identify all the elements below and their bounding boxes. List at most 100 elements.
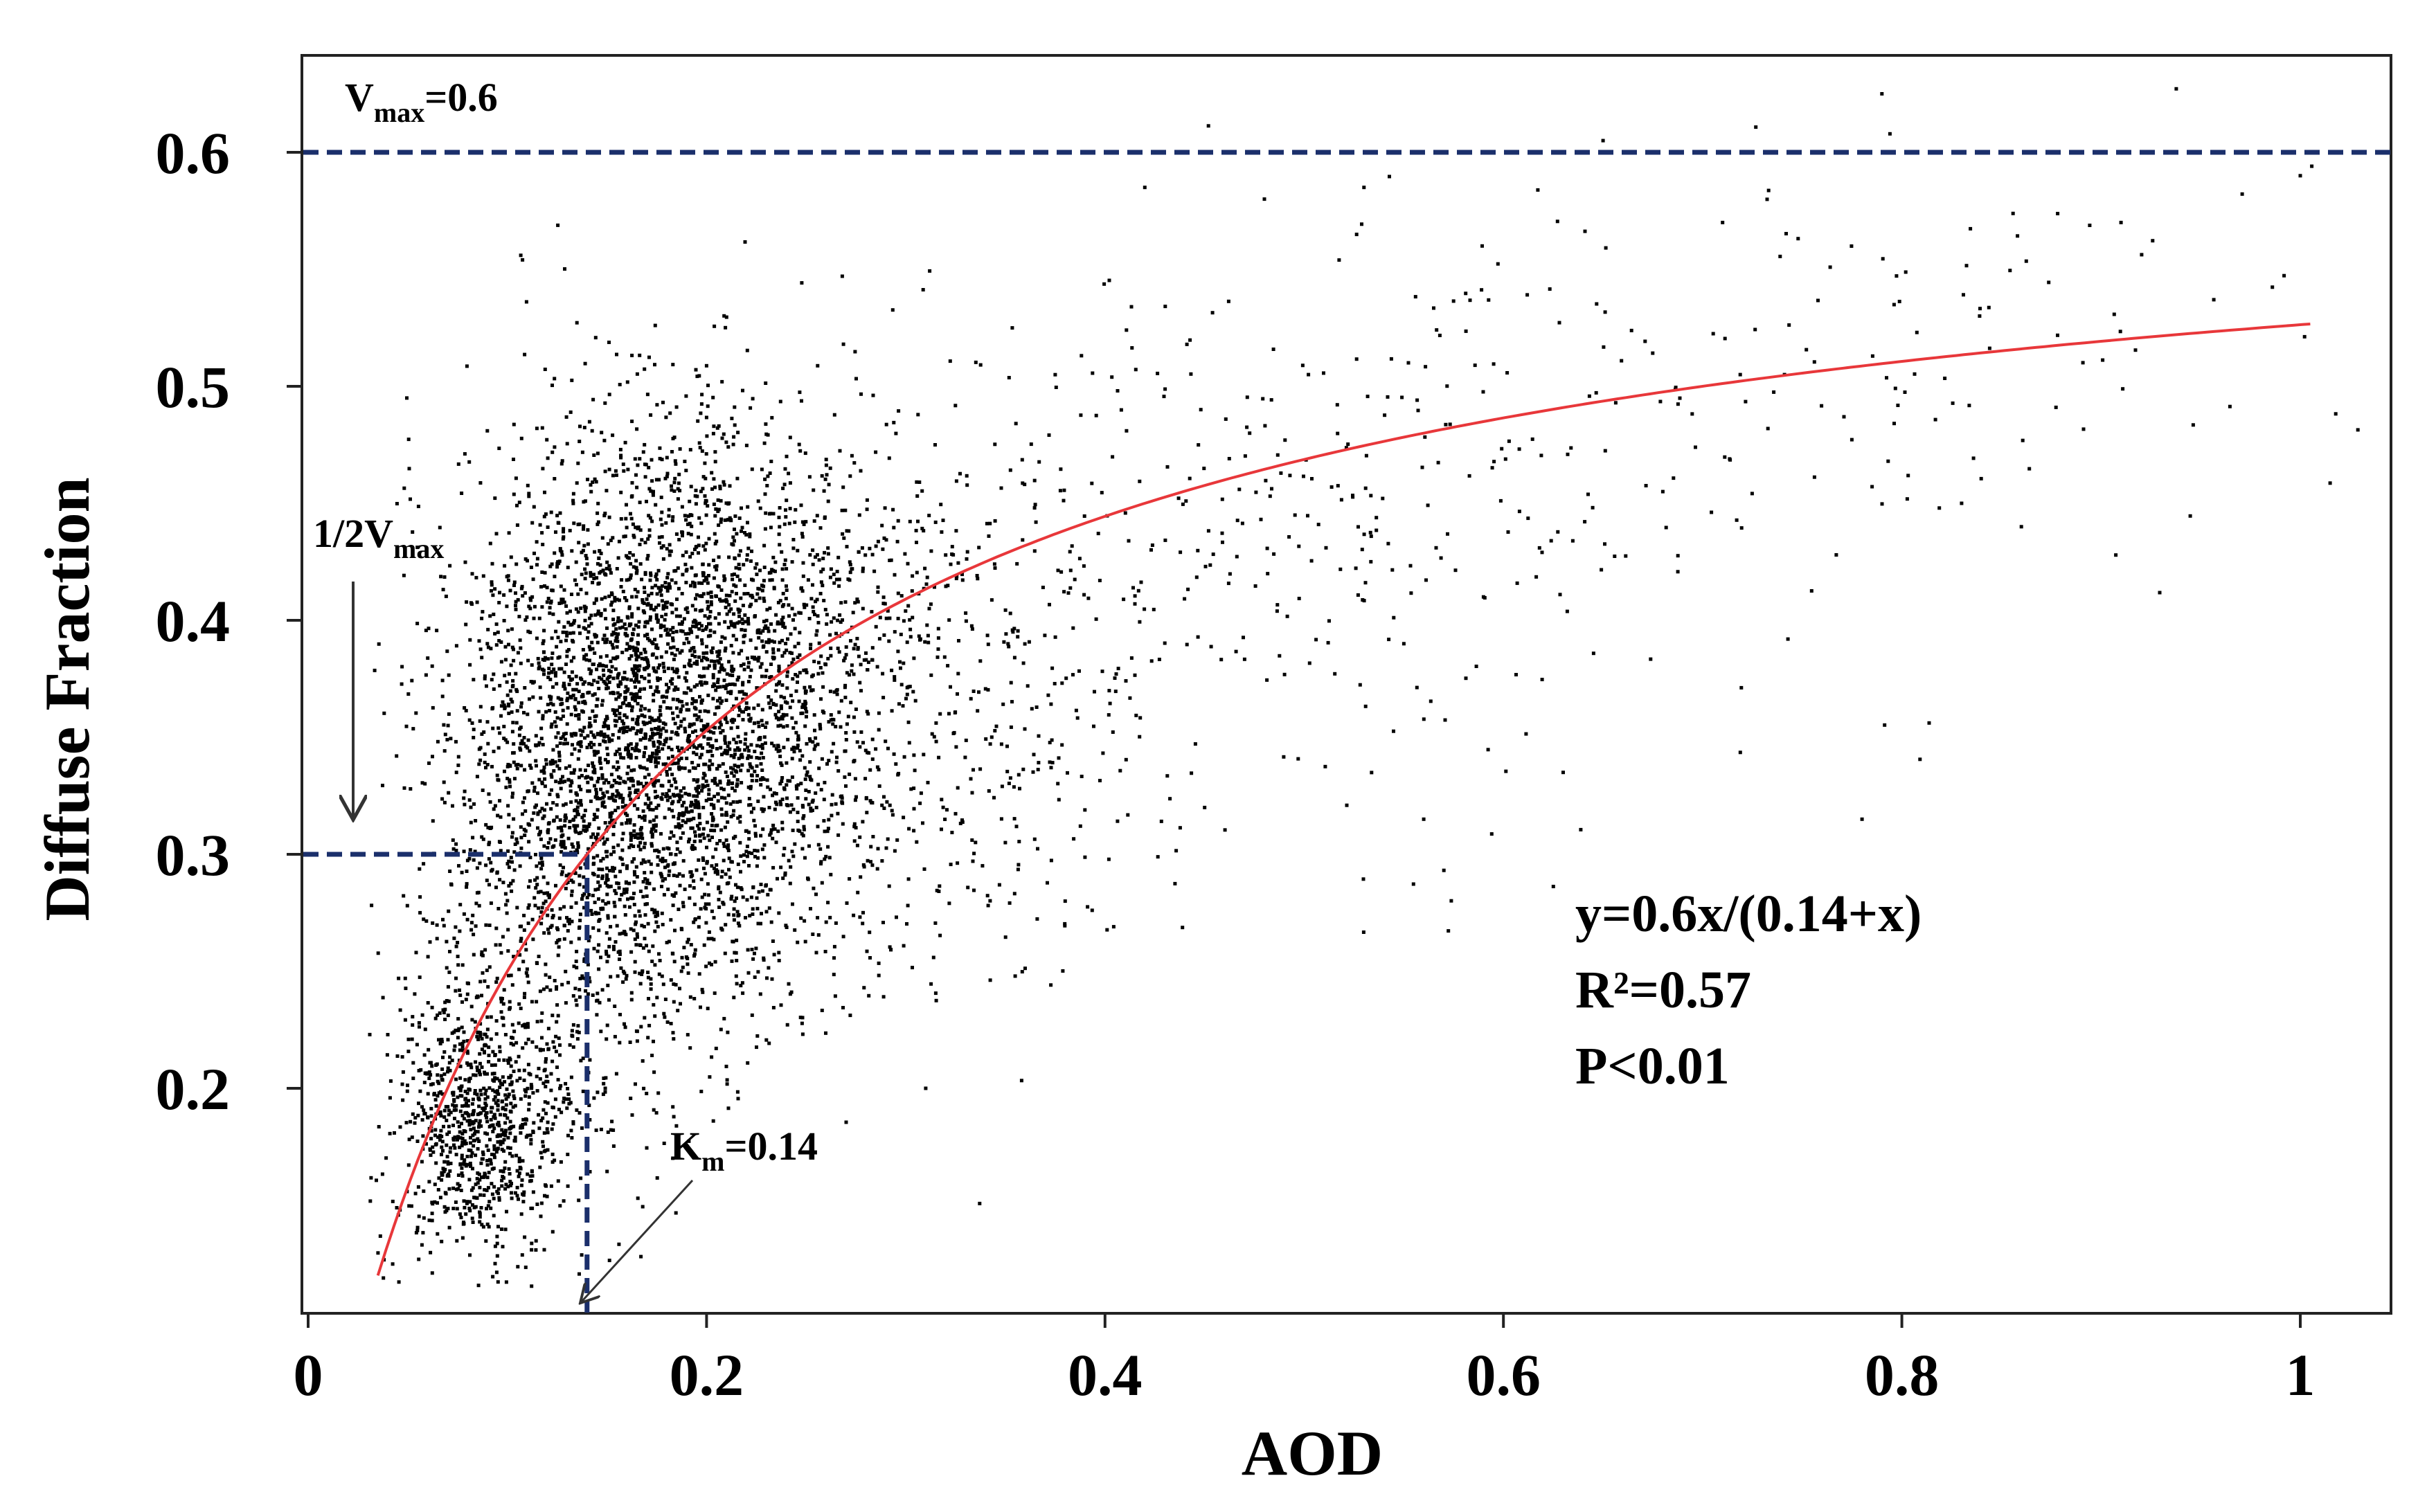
scatter-point: [538, 1077, 542, 1081]
scatter-point: [521, 1122, 525, 1126]
scatter-point: [686, 810, 690, 814]
scatter-point: [618, 598, 621, 602]
scatter-point: [719, 786, 724, 791]
scatter-point: [579, 606, 583, 610]
scatter-point: [616, 766, 620, 770]
scatter-point: [546, 828, 550, 832]
scatter-point: [480, 1223, 484, 1227]
scatter-point: [442, 1011, 446, 1015]
scatter-point: [505, 604, 509, 609]
scatter-point: [544, 710, 548, 714]
scatter-point: [677, 822, 681, 826]
scatter-point: [803, 856, 807, 860]
scatter-point: [811, 798, 815, 802]
scatter-point: [473, 1196, 477, 1200]
scatter-point: [414, 951, 418, 955]
scatter-point: [746, 971, 751, 975]
scatter-point: [743, 613, 747, 617]
scatter-point: [615, 881, 619, 885]
scatter-point: [494, 943, 498, 947]
scatter-point: [591, 993, 595, 997]
scatter-point: [557, 750, 561, 755]
scatter-point: [746, 505, 750, 509]
scatter-point: [751, 907, 755, 911]
scatter-point: [694, 624, 698, 629]
scatter-point: [401, 1098, 405, 1102]
scatter-point: [593, 633, 597, 637]
scatter-point: [594, 1128, 598, 1133]
scatter-point: [587, 645, 591, 649]
scatter-point: [582, 654, 586, 658]
scatter-point: [523, 1088, 527, 1092]
scatter-point: [690, 604, 695, 608]
scatter-point: [677, 825, 681, 829]
scatter-point: [611, 708, 615, 712]
scatter-point: [617, 672, 621, 676]
scatter-point: [519, 1097, 523, 1101]
scatter-point: [539, 867, 544, 871]
scatter-point: [656, 863, 660, 867]
scatter-point: [573, 619, 577, 623]
scatter-point: [658, 677, 662, 681]
scatter-point: [485, 969, 489, 973]
scatter-point: [744, 692, 748, 696]
scatter-point: [476, 890, 481, 894]
scatter-point: [746, 712, 751, 717]
scatter-point: [645, 721, 649, 726]
scatter-point: [535, 876, 539, 880]
scatter-point: [717, 555, 721, 559]
scatter-point: [648, 516, 652, 520]
scatter-point: [603, 757, 607, 762]
scatter-point: [800, 1021, 804, 1025]
scatter-point: [725, 752, 729, 756]
scatter-point: [634, 658, 638, 662]
scatter-point: [788, 705, 792, 710]
scatter-point: [832, 944, 836, 948]
scatter-point: [430, 1212, 434, 1216]
scatter-point: [458, 1042, 462, 1046]
scatter-point: [830, 750, 834, 754]
scatter-point: [635, 1039, 639, 1043]
scatter-point: [528, 1174, 532, 1178]
scatter-point: [654, 616, 659, 620]
scatter-point: [553, 477, 557, 480]
scatter-point: [861, 910, 865, 915]
scatter-point: [454, 1153, 458, 1157]
scatter-point: [472, 1205, 476, 1209]
scatter-point: [915, 541, 918, 544]
scatter-point: [654, 806, 659, 810]
scatter-point: [752, 818, 756, 822]
scatter-point: [780, 683, 785, 687]
scatter-point: [738, 740, 742, 744]
scatter-point: [737, 553, 741, 557]
scatter-point: [635, 673, 639, 677]
scatter-point: [527, 1072, 531, 1076]
scatter-point: [542, 514, 546, 519]
scatter-point: [445, 966, 449, 970]
scatter-point: [665, 792, 669, 796]
scatter-point: [697, 551, 700, 555]
scatter-point: [731, 535, 735, 539]
scatter-point: [700, 638, 704, 642]
scatter-point: [638, 943, 642, 947]
scatter-point: [595, 697, 600, 701]
scatter-point: [764, 884, 768, 888]
scatter-point: [586, 478, 589, 482]
scatter-point: [716, 510, 720, 514]
scatter-point: [534, 759, 538, 763]
scatter-point: [411, 1077, 415, 1081]
scatter-point: [532, 1121, 536, 1125]
scatter-point: [561, 708, 565, 712]
scatter-point: [737, 651, 741, 656]
scatter-point: [655, 996, 659, 1000]
scatter-point: [645, 393, 650, 397]
scatter-point: [647, 355, 651, 359]
scatter-point: [692, 920, 696, 924]
scatter-point: [683, 665, 686, 669]
scatter-point: [445, 1155, 449, 1159]
scatter-point: [899, 683, 904, 687]
scatter-point: [701, 656, 706, 659]
scatter-point: [548, 988, 553, 992]
scatter-point: [377, 642, 381, 646]
scatter-point: [691, 620, 695, 624]
